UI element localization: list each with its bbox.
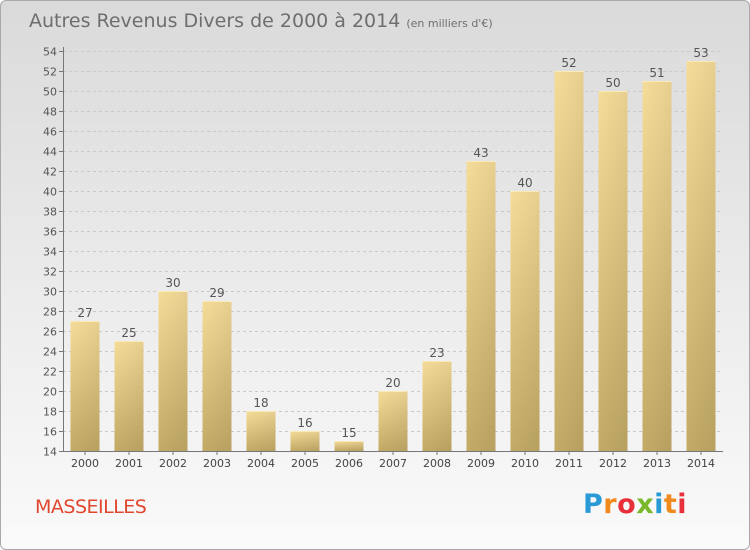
bar-shade [334, 441, 364, 451]
bar-shade [642, 81, 672, 451]
y-tick-label: 26 [43, 326, 57, 339]
x-tick-label: 2003 [203, 457, 231, 470]
y-tick-label: 30 [43, 286, 57, 299]
x-tick-label: 2005 [291, 457, 319, 470]
bar-shade [686, 61, 716, 451]
bar-shade [466, 161, 496, 451]
logo-letter: i [677, 489, 688, 520]
y-tick-label: 38 [43, 206, 57, 219]
y-tick-label: 40 [43, 186, 57, 199]
data-label: 15 [341, 426, 356, 440]
axes: 14 16 18 20 22 24 26 28 30 32 34 36 38 40 42 44 46 48 50 52… [43, 46, 723, 459]
bars [70, 61, 716, 451]
y-tick-label: 44 [43, 146, 57, 159]
bar-shade [70, 321, 100, 451]
bar-shade [158, 291, 188, 451]
data-label: 27 [77, 306, 92, 320]
data-label: 20 [385, 376, 400, 390]
x-tick-label: 2007 [379, 457, 407, 470]
proxiti-logo: Proxiti [583, 489, 687, 520]
chart-title: Autres Revenus Divers de 2000 à 2014 (en … [29, 10, 493, 32]
x-tick-label: 2001 [115, 457, 143, 470]
bar-shade [422, 361, 452, 451]
x-tick-label: 2002 [159, 457, 187, 470]
y-tick-label: 36 [43, 226, 57, 239]
bar-shade [554, 71, 584, 451]
data-label: 43 [473, 146, 488, 160]
x-tick-label: 2011 [555, 457, 583, 470]
data-label: 29 [209, 286, 224, 300]
y-tick-label: 28 [43, 306, 57, 319]
y-tick-label: 32 [43, 266, 57, 279]
x-tick-label: 2006 [335, 457, 363, 470]
bar-shade [246, 411, 276, 451]
data-label: 18 [253, 396, 268, 410]
bar-shade [202, 301, 232, 451]
y-tick-label: 14 [43, 446, 57, 459]
y-tick-label: 34 [43, 246, 57, 259]
x-tick-label: 2004 [247, 457, 275, 470]
logo-letter: i [654, 489, 664, 520]
labels: 2000 27 2001 25 2002 30 2003 29 2004 18 2005 16 2006… [71, 46, 715, 470]
x-tick-label: 2009 [467, 457, 495, 470]
data-label: 23 [429, 346, 444, 360]
y-tick-label: 20 [43, 386, 57, 399]
commune-name: MASSEILLES [35, 496, 147, 518]
x-tick-label: 2008 [423, 457, 451, 470]
y-tick-label: 16 [43, 426, 57, 439]
y-tick-label: 22 [43, 366, 57, 379]
bar-shade [290, 431, 320, 451]
y-tick-label: 18 [43, 406, 57, 419]
logo-letter: r [603, 489, 618, 520]
logo-letter: o [617, 489, 637, 520]
x-tick-label: 2014 [687, 457, 715, 470]
bar-shade [378, 391, 408, 451]
x-tick-label: 2012 [599, 457, 627, 470]
x-tick-label: 2000 [71, 457, 99, 470]
y-tick-label: 52 [43, 66, 57, 79]
y-tick-label: 50 [43, 86, 57, 99]
logo-letter: t [663, 489, 678, 520]
data-label: 52 [561, 56, 576, 70]
chart-title-main: Autres Revenus Divers de 2000 à 2014 [29, 10, 401, 32]
y-tick-label: 24 [43, 346, 57, 359]
data-label: 50 [605, 76, 620, 90]
x-tick-label: 2010 [511, 457, 539, 470]
bar-shade [114, 341, 144, 451]
logo-letter: P [583, 489, 604, 520]
y-tick-label: 54 [43, 46, 57, 59]
data-label: 16 [297, 416, 312, 430]
x-tick-label: 2013 [643, 457, 671, 470]
data-label: 30 [165, 276, 180, 290]
y-tick-label: 48 [43, 106, 57, 119]
data-label: 53 [693, 46, 708, 60]
data-label: 40 [517, 176, 532, 190]
data-label: 51 [649, 66, 664, 80]
y-tick-label: 46 [43, 126, 57, 139]
bar-shade [510, 191, 540, 451]
logo-letter: x [636, 489, 655, 520]
data-label: 25 [121, 326, 136, 340]
chart-subtitle: (en milliers d'€) [406, 17, 493, 30]
bar-shade [598, 91, 628, 451]
y-tick-label: 42 [43, 166, 57, 179]
